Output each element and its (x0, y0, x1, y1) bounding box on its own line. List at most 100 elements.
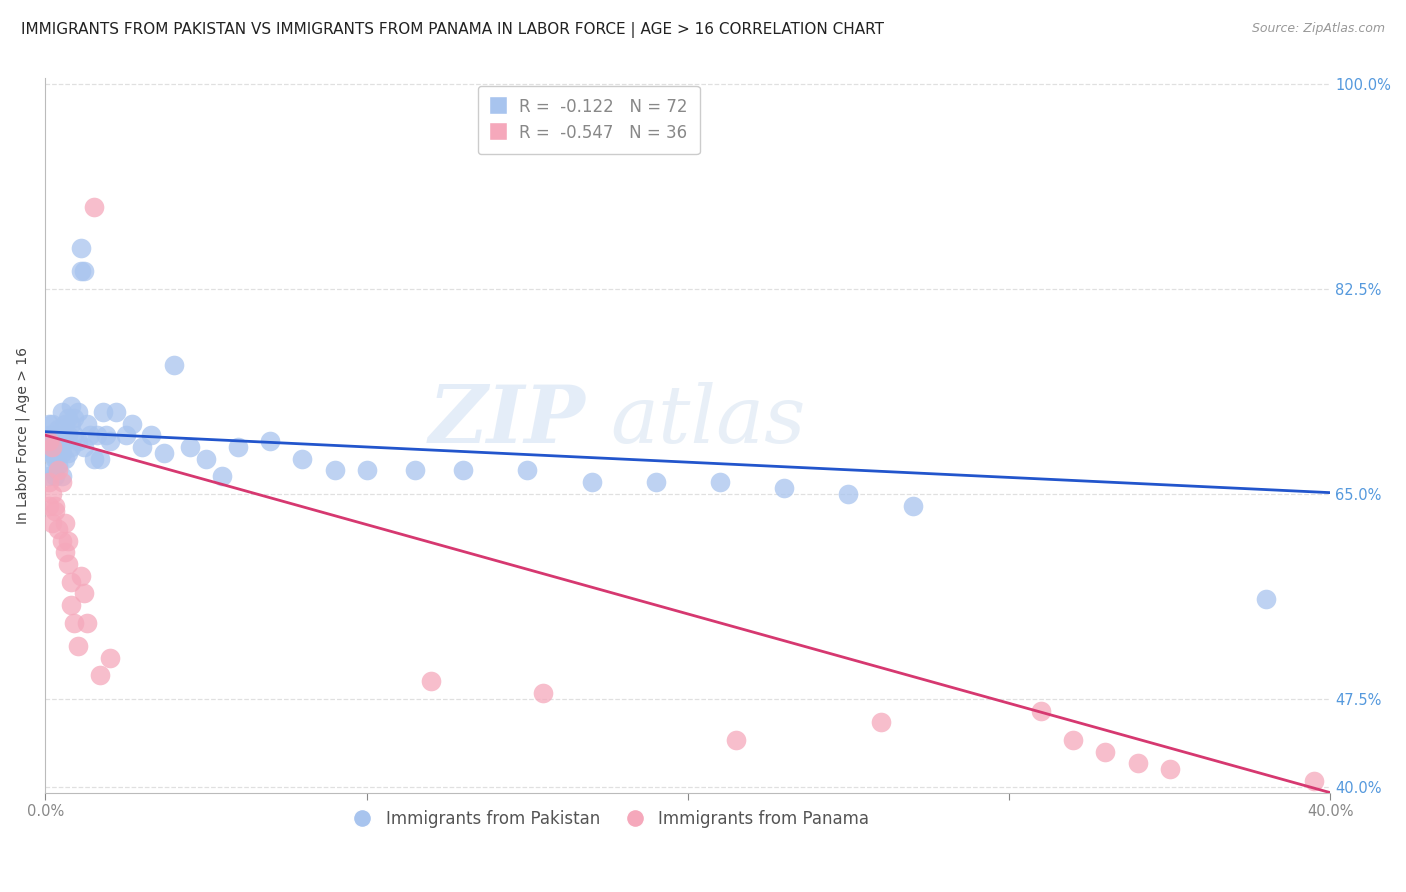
Point (869, 715, 891, 730)
Point (53, 451, 76, 466)
Point (83, 200, 105, 214)
Point (51, 428, 73, 442)
Legend: Immigrants from Pakistan, Immigrants from Panama: Immigrants from Pakistan, Immigrants fro… (346, 803, 876, 834)
Text: atlas: atlas (610, 382, 806, 459)
Point (44, 434, 66, 448)
Point (404, 463, 426, 477)
Point (79, 428, 101, 442)
Point (644, 475, 666, 489)
Point (163, 358, 186, 372)
Point (46, 446, 69, 460)
Point (76, 615, 98, 630)
Point (89, 668, 111, 682)
Point (516, 463, 538, 477)
Point (1303, 773, 1326, 788)
Point (581, 475, 603, 489)
Y-axis label: In Labor Force | Age > 16: In Labor Force | Age > 16 (15, 347, 30, 524)
Point (259, 434, 281, 448)
Point (63, 428, 86, 442)
Point (51, 446, 73, 460)
Point (51, 405, 73, 419)
Point (44, 469, 66, 483)
Point (41, 440, 63, 454)
Point (63, 615, 86, 630)
Point (46, 422, 69, 436)
Point (38, 428, 60, 442)
Point (38, 469, 60, 483)
Point (83, 451, 105, 466)
Text: IMMIGRANTS FROM PAKISTAN VS IMMIGRANTS FROM PANAMA IN LABOR FORCE | AGE > 16 COR: IMMIGRANTS FROM PAKISTAN VS IMMIGRANTS F… (21, 22, 884, 38)
Point (38, 446, 60, 460)
Point (41, 487, 63, 501)
Point (60, 417, 83, 431)
Point (41, 463, 63, 477)
Point (1254, 592, 1277, 607)
Point (73, 440, 96, 454)
Point (531, 686, 554, 700)
Point (51, 533, 73, 548)
Point (53, 417, 76, 431)
Point (44, 504, 66, 518)
Point (725, 733, 748, 747)
Point (773, 481, 796, 495)
Point (356, 463, 378, 477)
Point (60, 440, 83, 454)
Point (709, 475, 731, 489)
Point (141, 428, 163, 442)
Point (38, 499, 60, 513)
Point (96, 428, 118, 442)
Point (53, 516, 76, 530)
Point (211, 469, 233, 483)
Text: ZIP: ZIP (429, 382, 585, 459)
Point (44, 499, 66, 513)
Point (179, 440, 201, 454)
Text: Source: ZipAtlas.com: Source: ZipAtlas.com (1251, 22, 1385, 36)
Point (73, 264, 96, 278)
Point (66, 434, 89, 448)
Point (1062, 733, 1084, 747)
Point (56, 557, 79, 571)
Point (46, 458, 69, 472)
Point (1094, 745, 1116, 759)
Point (76, 417, 98, 431)
Point (46, 463, 69, 477)
Point (63, 410, 86, 425)
Point (1031, 704, 1053, 718)
Point (38, 417, 60, 431)
Point (89, 451, 111, 466)
Point (69, 241, 91, 255)
Point (56, 410, 79, 425)
Point (91, 405, 114, 419)
Point (44, 428, 66, 442)
Point (56, 428, 79, 442)
Point (291, 451, 314, 466)
Point (60, 574, 83, 589)
Point (69, 264, 91, 278)
Point (901, 499, 924, 513)
Point (419, 674, 441, 689)
Point (66, 405, 89, 419)
Point (41, 440, 63, 454)
Point (51, 469, 73, 483)
Point (837, 487, 859, 501)
Point (131, 440, 153, 454)
Point (41, 428, 63, 442)
Point (153, 446, 176, 460)
Point (44, 451, 66, 466)
Point (46, 522, 69, 536)
Point (451, 463, 474, 477)
Point (1159, 762, 1181, 776)
Point (226, 440, 249, 454)
Point (105, 405, 128, 419)
Point (121, 417, 143, 431)
Point (46, 434, 69, 448)
Point (53, 545, 76, 559)
Point (98, 651, 121, 665)
Point (41, 417, 63, 431)
Point (195, 451, 218, 466)
Point (66, 639, 89, 653)
Point (69, 569, 91, 583)
Point (41, 446, 63, 460)
Point (53, 434, 76, 448)
Point (86, 428, 108, 442)
